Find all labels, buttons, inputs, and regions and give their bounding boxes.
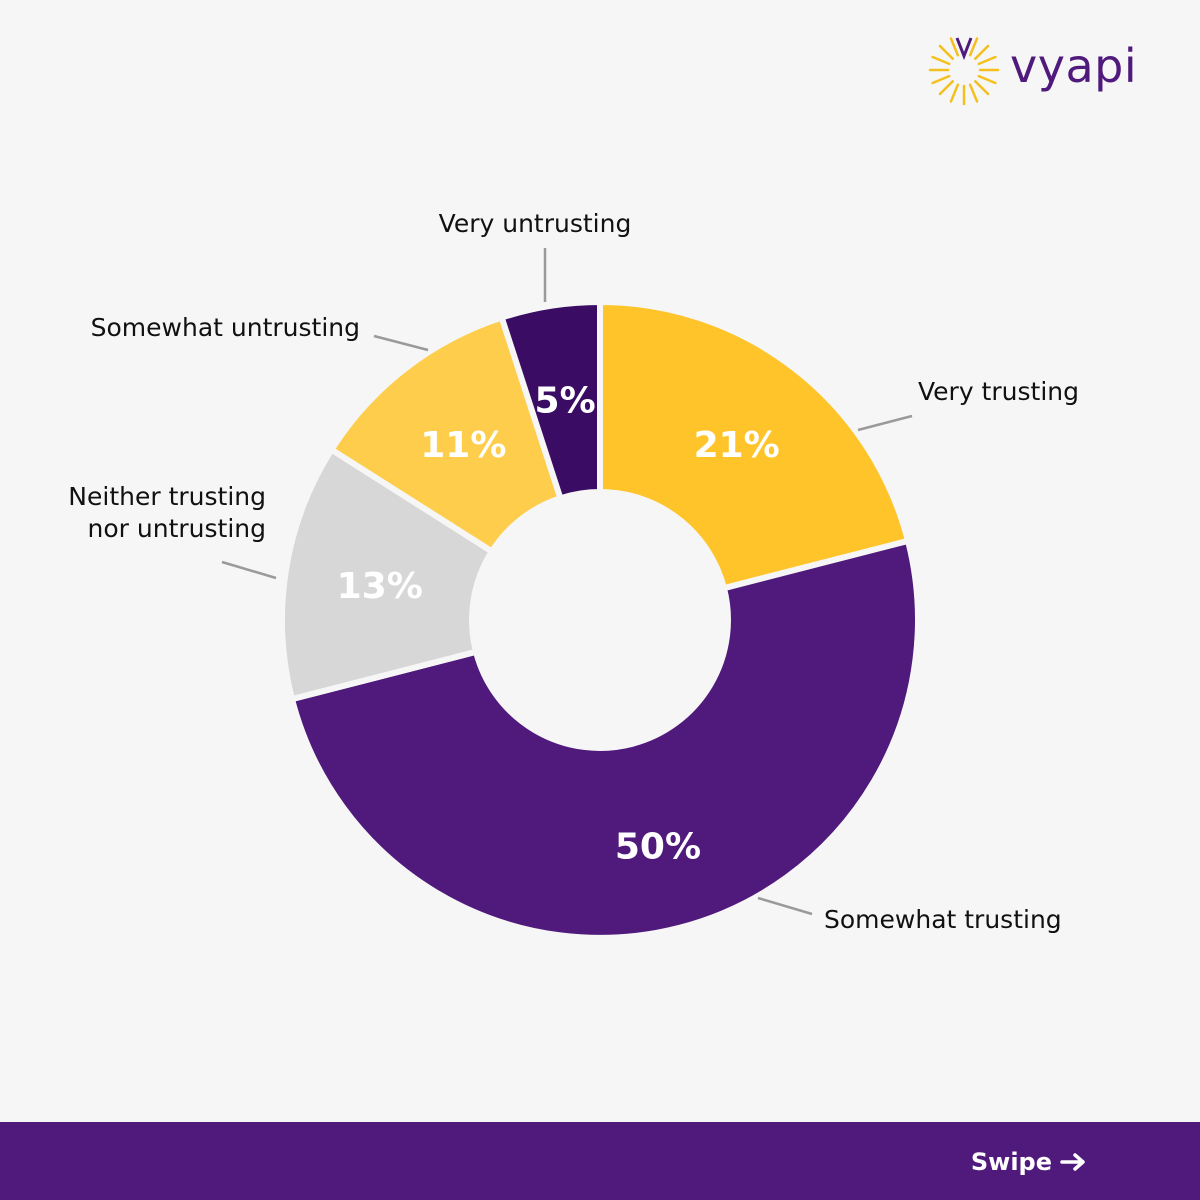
value-label-very-untrusting: 5% [535, 381, 596, 422]
category-label-very-untrusting: Very untrusting [439, 209, 632, 238]
chart-leader-lines [221, 248, 913, 916]
arrow-right-icon [1060, 1153, 1085, 1171]
sunburst-ray [931, 55, 951, 66]
chart-category-labels: Very trusting Somewhat trusting Neither tr… [68, 209, 1079, 934]
sunburst-ray [977, 55, 997, 66]
category-label-very-trusting: Very trusting [918, 377, 1079, 406]
brand-logo: vyapi [924, 30, 1137, 110]
chart-value-labels: 21% 50% 13% 11% 5% [337, 381, 780, 868]
footer-bar: Swipe [0, 1122, 1200, 1200]
swipe-label: Swipe [970, 1148, 1052, 1176]
category-label-neither-trusting-nor-untrusting: Neither trusting nor untrusting [68, 482, 266, 543]
sunburst-ray [931, 74, 951, 85]
value-label-very-trusting: 21% [694, 425, 780, 466]
sunburst-ray [974, 80, 990, 96]
slice-very-untrusting [498, 299, 603, 502]
sunburst-ray [968, 83, 979, 103]
donut-chart: 21% 50% 13% 11% 5% Very trusting Somewhat tru… [68, 209, 1079, 941]
value-label-neither-trusting-nor-untrusting: 13% [337, 566, 423, 607]
brand-name: vyapi [1010, 39, 1138, 93]
category-label-somewhat-trusting: Somewhat trusting [824, 905, 1062, 934]
sunburst-ray [949, 83, 960, 103]
swipe-button[interactable]: Swipe [971, 1148, 1088, 1176]
leader-line-somewhat-untrusting [373, 334, 429, 352]
sunburst-ray [974, 44, 990, 60]
slice-somewhat-untrusting [328, 314, 564, 555]
sunburst-ray [977, 74, 997, 85]
logo-v-mark [955, 37, 973, 61]
chart-slices [279, 299, 921, 941]
category-label-somewhat-untrusting: Somewhat untrusting [91, 313, 360, 342]
slice-very-trusting [597, 299, 912, 592]
value-label-somewhat-trusting: 50% [615, 827, 701, 868]
sunburst-ray [949, 37, 960, 57]
slice-neither-trusting-nor-untrusting [279, 446, 495, 703]
leader-line-neither-trusting-nor-untrusting [221, 560, 277, 580]
value-label-somewhat-untrusting: 11% [420, 425, 506, 466]
leader-line-somewhat-trusting [757, 896, 813, 916]
sunburst-ray [938, 44, 954, 60]
sunburst-icon [928, 37, 1000, 106]
sunburst-ray [968, 37, 979, 57]
sunburst-ray [938, 80, 954, 96]
slice-somewhat-trusting [288, 537, 921, 941]
leader-line-very-trusting [857, 414, 913, 432]
